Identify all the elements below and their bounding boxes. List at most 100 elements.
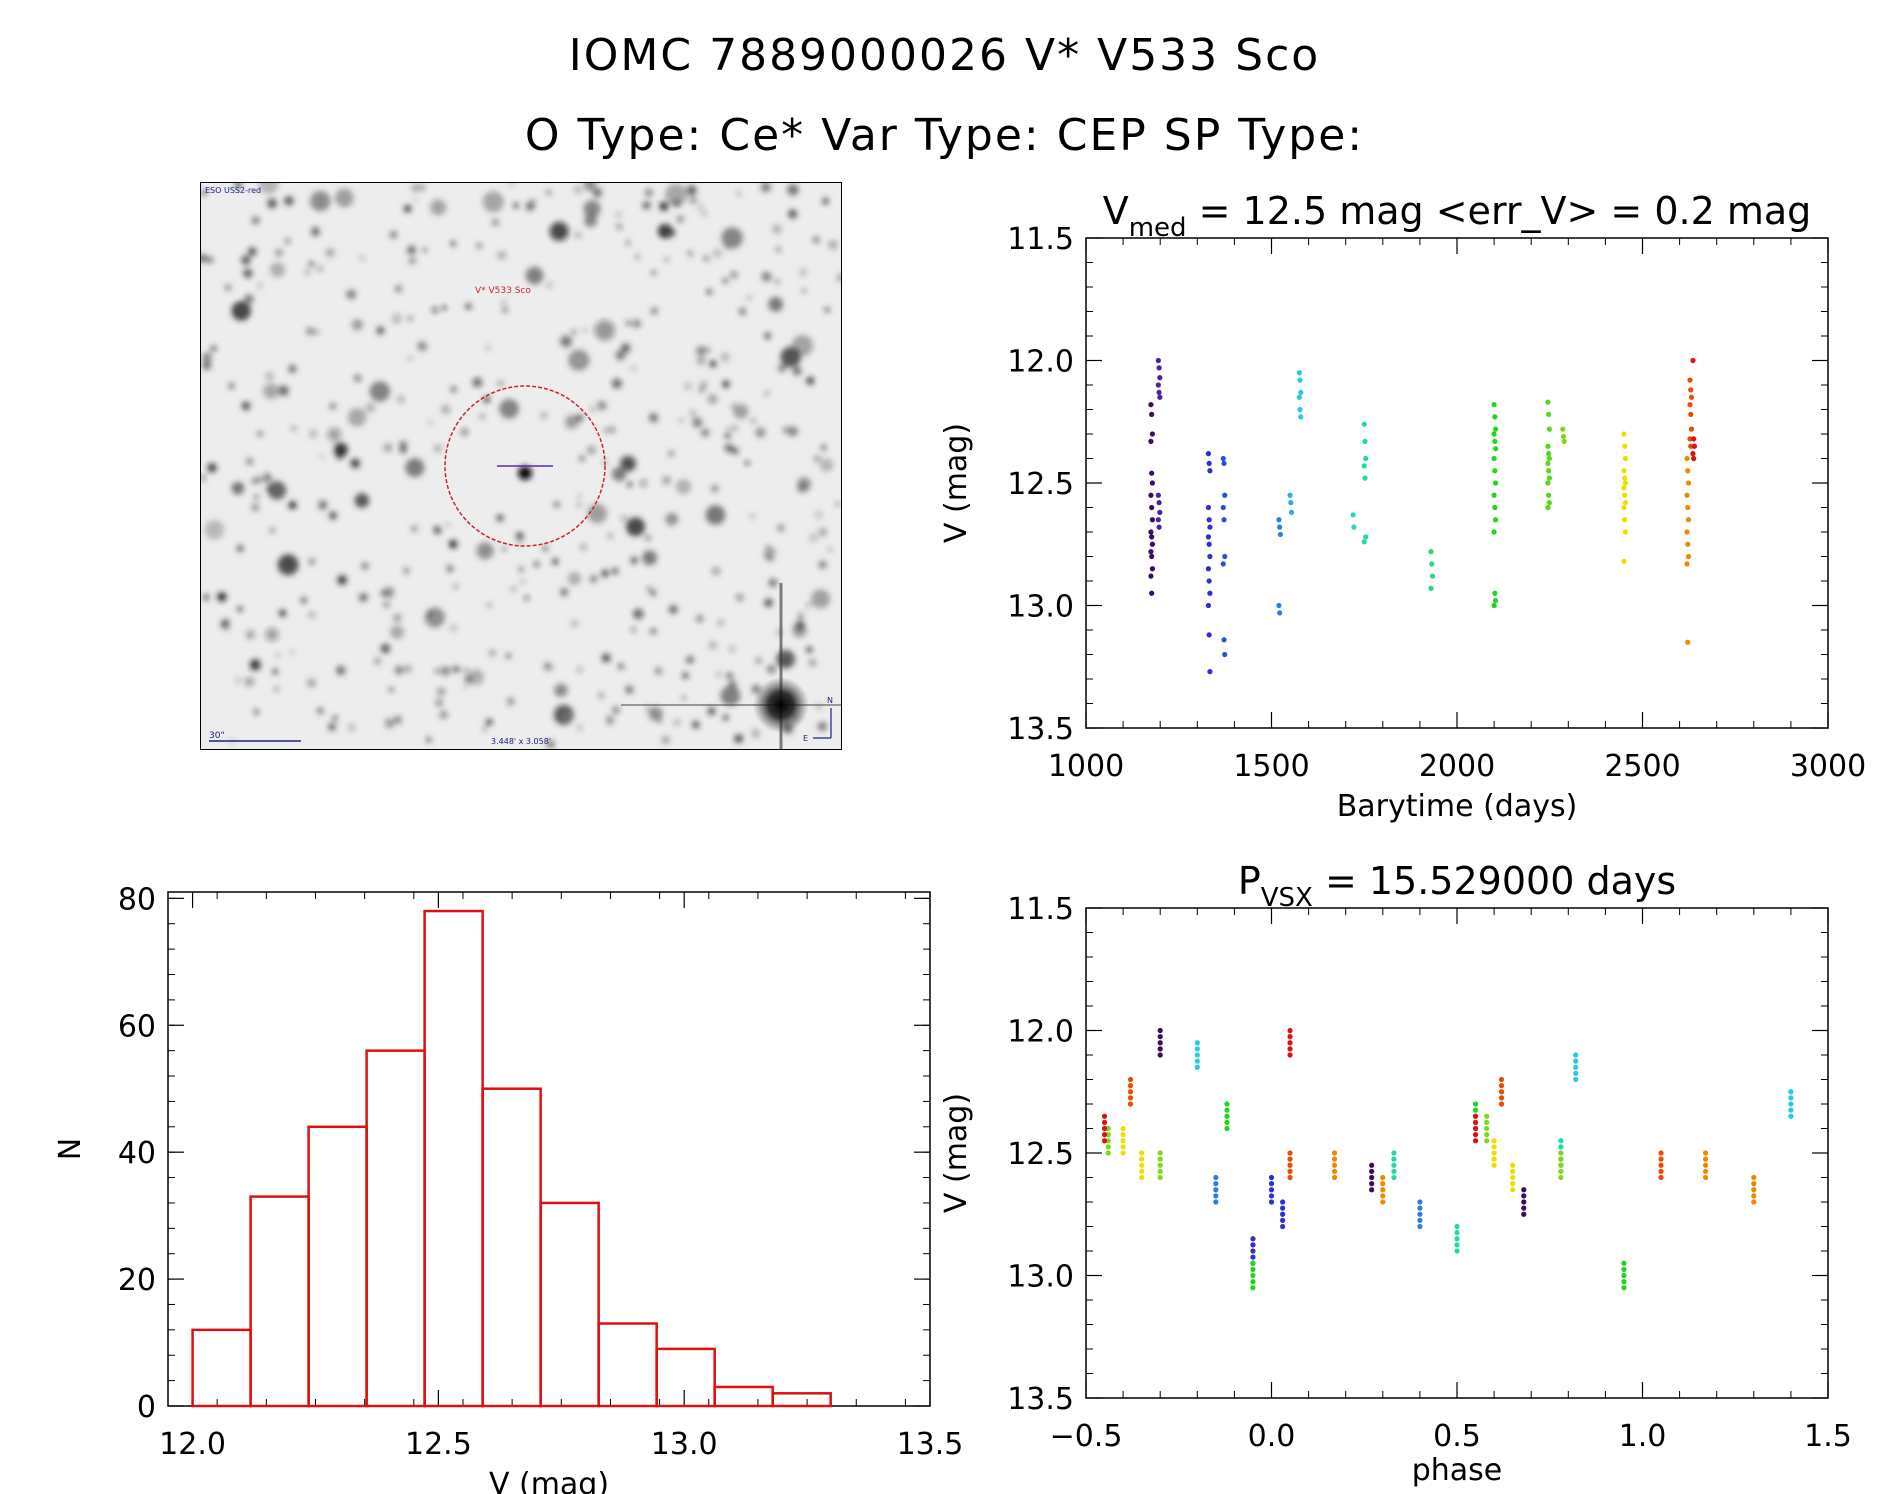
lightcurve-point [1546,492,1552,498]
x-tick-label: 1500 [1233,749,1309,784]
star-blob [235,677,242,684]
lightcurve-point [1622,480,1629,486]
star-blob [761,271,772,282]
lightcurve-point [1492,480,1499,486]
star-blob [625,240,631,246]
star-blob [417,341,428,352]
lightcurve-point [1622,529,1629,535]
star-blob [589,575,598,583]
phase-point [1213,1187,1219,1193]
star-blob [648,706,663,721]
lightcurve-point [1684,529,1690,535]
phase-point [1331,1174,1338,1181]
star-blob [308,558,316,565]
lightcurve-point [1622,500,1629,506]
lightcurve-point [1492,414,1498,420]
star-blob [800,269,807,276]
phase-point [1287,1156,1293,1162]
star-blob [210,345,217,352]
star-blob [452,583,459,590]
star-blob [818,560,827,569]
lightcurve-point [1149,566,1156,572]
phase-point [1194,1064,1200,1070]
star-blob [485,345,491,351]
phase-point [1287,1027,1293,1034]
star-blob [720,685,741,706]
star-blob [201,254,207,263]
star-blob [546,282,553,288]
star-blob [394,665,404,675]
star-blob [738,307,747,316]
lightcurve-point [1297,377,1303,383]
phase-point [1788,1107,1794,1113]
star-blob [288,364,297,373]
star-blob [288,501,297,510]
phase-point [1139,1168,1145,1174]
lightcurve-point [1691,436,1697,442]
lightcurve-point [1205,534,1212,540]
star-blob [650,590,657,597]
star-blob [686,185,697,196]
star-blob [788,209,798,219]
lightcurve-point [1492,446,1499,452]
star-blob [439,710,448,719]
phase-point [1250,1242,1256,1248]
star-blob [220,622,228,630]
phase-point [1224,1113,1230,1119]
star-blob [241,401,251,411]
star-blob [766,664,776,674]
phase-point [1101,1113,1108,1119]
star-blob [407,356,413,361]
lightcurve-point [1363,455,1369,462]
phase-point [1484,1132,1490,1138]
phase-point [1454,1236,1460,1242]
phase-point [1472,1101,1479,1107]
x-tick-label: 2500 [1604,749,1680,784]
lightcurve-point [1560,433,1567,440]
star-blob [257,431,263,437]
phase-point [1558,1162,1564,1168]
phase-point [1380,1193,1386,1199]
lightcurve-point [1560,426,1566,432]
star-blob [835,501,840,507]
phase-point [1558,1138,1564,1144]
phase-point [1498,1095,1505,1101]
y-axis-label: V (mag) [939,1093,974,1213]
compass-icon: N E [803,696,833,743]
star-blob [665,183,688,206]
star-blob [621,516,627,521]
star-blob [424,607,445,628]
star-blob [308,611,316,619]
phase-point [1702,1156,1709,1162]
star-blob [665,512,679,526]
star-blob [442,305,447,310]
star-blob [586,445,596,455]
lightcurve-point [1685,517,1692,523]
star-blob [774,278,781,285]
phase-point [1287,1150,1293,1156]
star-blob [808,658,817,667]
phase-point [1331,1168,1338,1174]
star-blob [450,386,457,393]
star-blob [245,630,255,639]
star-blob [560,335,572,348]
phase-point [1498,1101,1505,1107]
lightcurve-point [1351,524,1357,530]
star-blob [506,653,511,659]
phase-point [1194,1052,1200,1058]
panel-title-main: V [1103,189,1129,233]
lightcurve-point [1684,455,1690,462]
lightcurve-point [1149,541,1156,547]
star-blob [659,201,669,211]
lightcurve-point [1622,475,1628,481]
phase-point [1484,1119,1490,1125]
star-blob [411,184,420,192]
star-blob [247,247,257,256]
phase-point [1472,1119,1479,1125]
star-blob [524,596,529,601]
star-blob [265,371,274,381]
y-tick-label: 0 [137,1390,156,1425]
phase-point [1194,1046,1200,1052]
phase-point [1101,1138,1108,1144]
phase-point [1417,1211,1423,1217]
